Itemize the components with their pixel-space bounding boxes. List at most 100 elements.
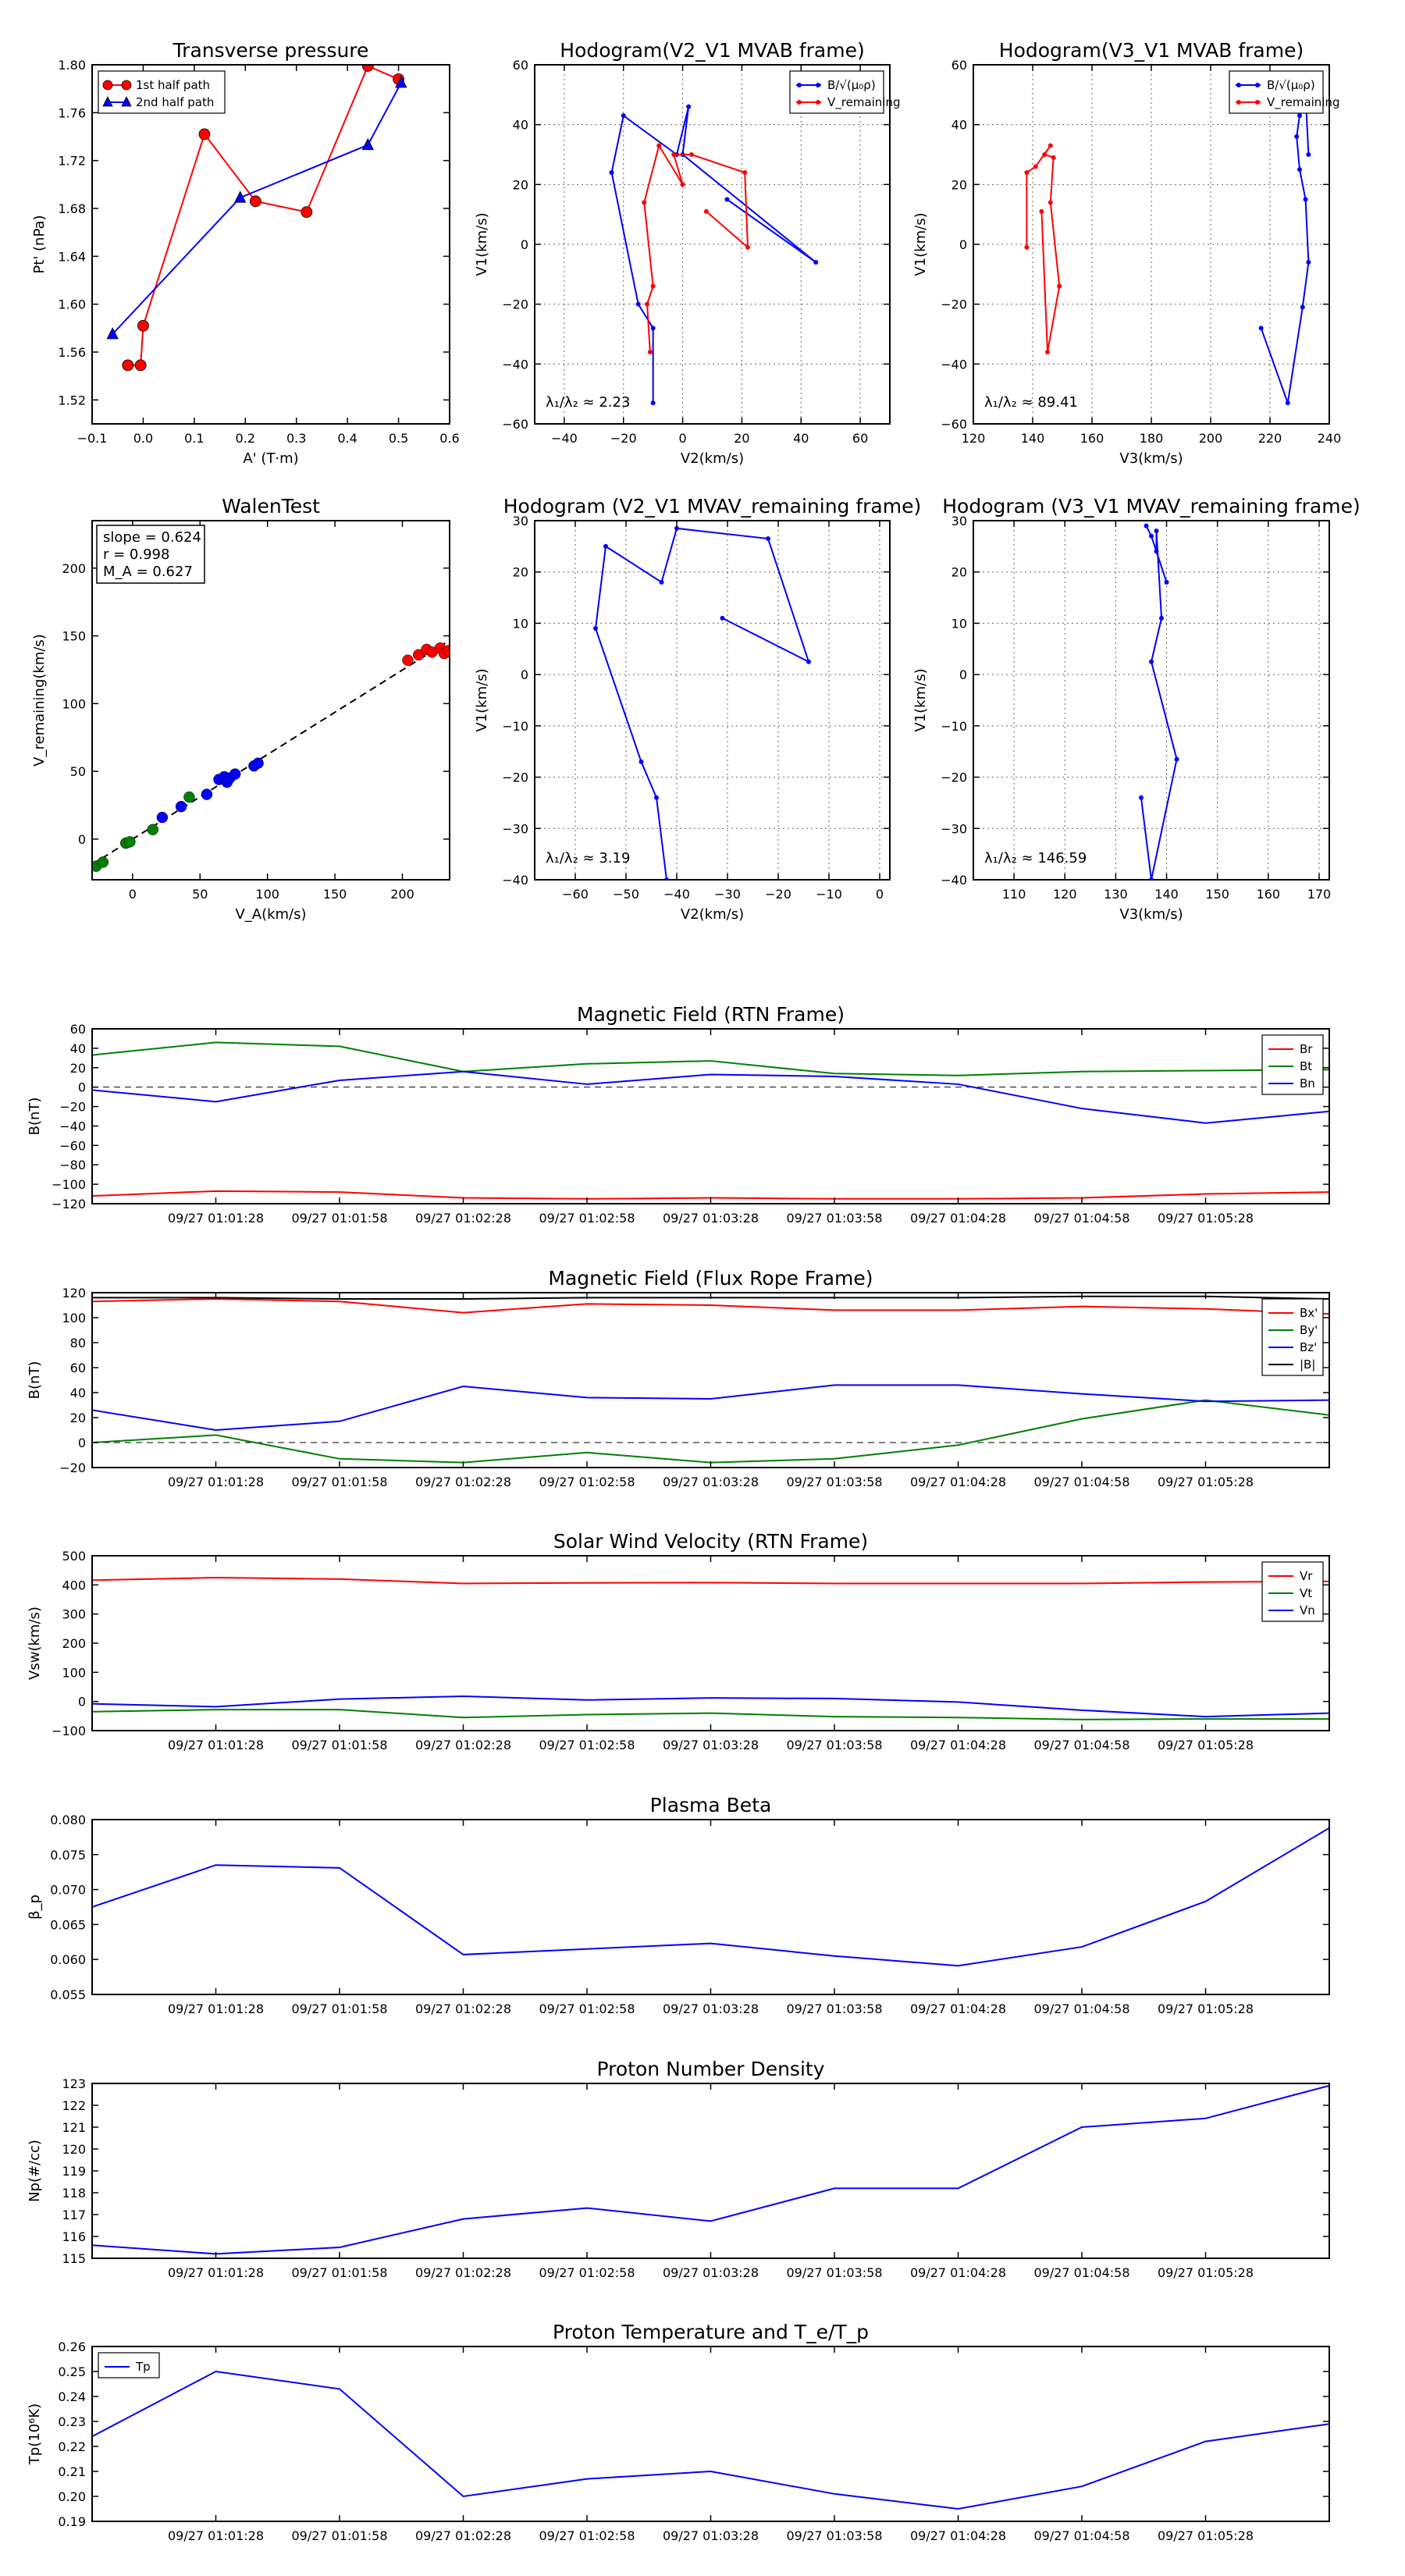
chart-title: Hodogram (V2_V1 MVAV_remaining frame)	[503, 495, 922, 518]
y-tick-label: 20	[513, 565, 528, 580]
data-layer	[1024, 92, 1311, 406]
y-axis-label: Vsw(km/s)	[27, 1606, 43, 1680]
data-point	[1258, 326, 1264, 331]
data-point-triangle	[361, 137, 374, 151]
x-tick-label: 09/27 01:02:28	[415, 1738, 511, 1752]
y-tick-label: 150	[62, 629, 86, 644]
y-tick-label: 0.20	[58, 2489, 86, 2504]
chart-magnetic-field-flux-rope: 09/27 01:01:28 09/27 01:01:58 09/27 01:02:…	[27, 1267, 1330, 1489]
data-layer	[609, 104, 819, 406]
x-tick-label: 09/27 01:03:28	[663, 1738, 759, 1752]
legend-marker	[797, 83, 802, 87]
y-tick-label: −40	[941, 357, 967, 372]
x-tick-label: 09/27 01:03:28	[663, 1475, 759, 1489]
y-tick-label: 1.52	[58, 393, 86, 407]
legend-label: Vt	[1300, 1586, 1312, 1600]
y-tick-label: 0.23	[58, 2414, 86, 2429]
x-tick-label: 09/27 01:05:28	[1158, 2265, 1254, 2280]
y-axis-label: V1(km/s)	[912, 668, 929, 731]
eigenvalue-ratio-annotation: λ₁/λ₂ ≈ 146.59	[984, 850, 1087, 866]
y-axis-label: V_remaining(km/s)	[31, 634, 48, 767]
data-point	[252, 757, 264, 769]
x-tick-label: 50	[192, 887, 208, 902]
walen-stats-box	[96, 525, 205, 584]
x-tick-label: 09/27 01:04:28	[910, 2001, 1006, 2016]
walen-stat-line: M_A = 0.627	[103, 564, 193, 580]
data-point	[175, 801, 187, 813]
y-tick-label: 117	[62, 2208, 86, 2222]
series-line-Np	[92, 2084, 1329, 2255]
y-tick-label: 20	[951, 565, 967, 580]
data-point	[1294, 134, 1300, 139]
series-line-1st half path	[127, 65, 399, 366]
x-tick-label: 130	[1104, 887, 1128, 902]
data-point	[656, 143, 662, 148]
y-tick-label: 100	[62, 1665, 86, 1680]
chart-title: Proton Number Density	[597, 2058, 825, 2080]
x-tick-label: −30	[714, 887, 741, 902]
x-tick-label: −20	[765, 887, 791, 902]
x-tick-label: 0	[129, 887, 137, 902]
y-tick-label: 123	[62, 2076, 86, 2091]
y-tick-label: 0.075	[50, 1848, 86, 1863]
data-point	[1051, 155, 1056, 160]
y-tick-label: 300	[62, 1607, 86, 1622]
series-line-Bx'	[92, 1297, 1329, 1315]
y-tick-label: 0	[959, 237, 967, 252]
y-tick-label: −120	[52, 1197, 86, 1212]
data-point	[1042, 152, 1048, 157]
x-tick-label: 09/27 01:04:58	[1033, 2001, 1129, 2016]
data-point	[147, 824, 159, 836]
y-tick-label: 100	[62, 1311, 86, 1325]
x-axis-label: V3(km/s)	[1119, 906, 1183, 923]
y-tick-label: 0	[78, 832, 86, 847]
x-tick-label: 0.5	[389, 431, 408, 446]
x-tick-label: −60	[562, 887, 589, 902]
x-tick-label: 09/27 01:02:58	[539, 2528, 635, 2543]
data-point	[593, 626, 598, 631]
x-tick-label: 0.3	[286, 431, 306, 446]
y-tick-label: −80	[59, 1158, 86, 1172]
data-point	[680, 182, 685, 187]
series-line-β_p	[92, 1827, 1329, 1967]
x-tick-label: 09/27 01:01:28	[168, 1211, 264, 1226]
x-tick-label: 09/27 01:01:28	[168, 1475, 264, 1489]
y-tick-label: 0	[521, 667, 528, 682]
x-tick-label: −20	[610, 431, 637, 446]
x-tick-label: 200	[1199, 431, 1223, 446]
y-tick-label: −10	[502, 719, 528, 734]
y-tick-label: 30	[951, 514, 967, 528]
data-point-circle	[137, 319, 149, 332]
x-tick-label: 09/27 01:01:58	[291, 2265, 387, 2280]
x-tick-label: 09/27 01:04:28	[910, 1475, 1006, 1489]
legend-marker	[816, 83, 820, 87]
x-tick-label: 240	[1318, 431, 1342, 446]
y-axis-label: V1(km/s)	[912, 212, 929, 276]
y-tick-label: 30	[513, 514, 528, 528]
data-point	[813, 260, 819, 265]
data-point	[412, 649, 425, 661]
data-point	[603, 543, 608, 549]
data-point	[609, 170, 614, 175]
y-tick-label: 120	[62, 2142, 86, 2157]
legend-marker	[1255, 83, 1260, 87]
x-tick-label: 09/27 01:02:58	[539, 1211, 635, 1226]
legend-label: |B|	[1300, 1357, 1315, 1372]
x-tick-label: 09/27 01:03:28	[663, 2528, 759, 2543]
data-point	[1300, 304, 1305, 310]
data-point	[1048, 143, 1053, 148]
legend-label: Br	[1300, 1042, 1313, 1056]
data-point	[1297, 167, 1302, 173]
x-tick-label: 09/27 01:03:58	[786, 2265, 882, 2280]
y-tick-label: −40	[941, 873, 967, 888]
y-tick-label: 122	[62, 2098, 86, 2113]
legend-label: Bz'	[1300, 1340, 1317, 1354]
legend-marker	[102, 96, 113, 107]
series-line-B/√(μ₀ρ)	[610, 106, 816, 404]
chart-magnetic-field-rtn: 09/27 01:01:28 09/27 01:01:58 09/27 01:02:…	[27, 1003, 1330, 1226]
chart-title: WalenTest	[222, 495, 320, 518]
data-point	[402, 654, 414, 667]
x-tick-label: 09/27 01:04:58	[1033, 2265, 1129, 2280]
eigenvalue-ratio-annotation: λ₁/λ₂ ≈ 2.23	[546, 394, 630, 411]
x-tick-label: 200	[390, 887, 414, 902]
